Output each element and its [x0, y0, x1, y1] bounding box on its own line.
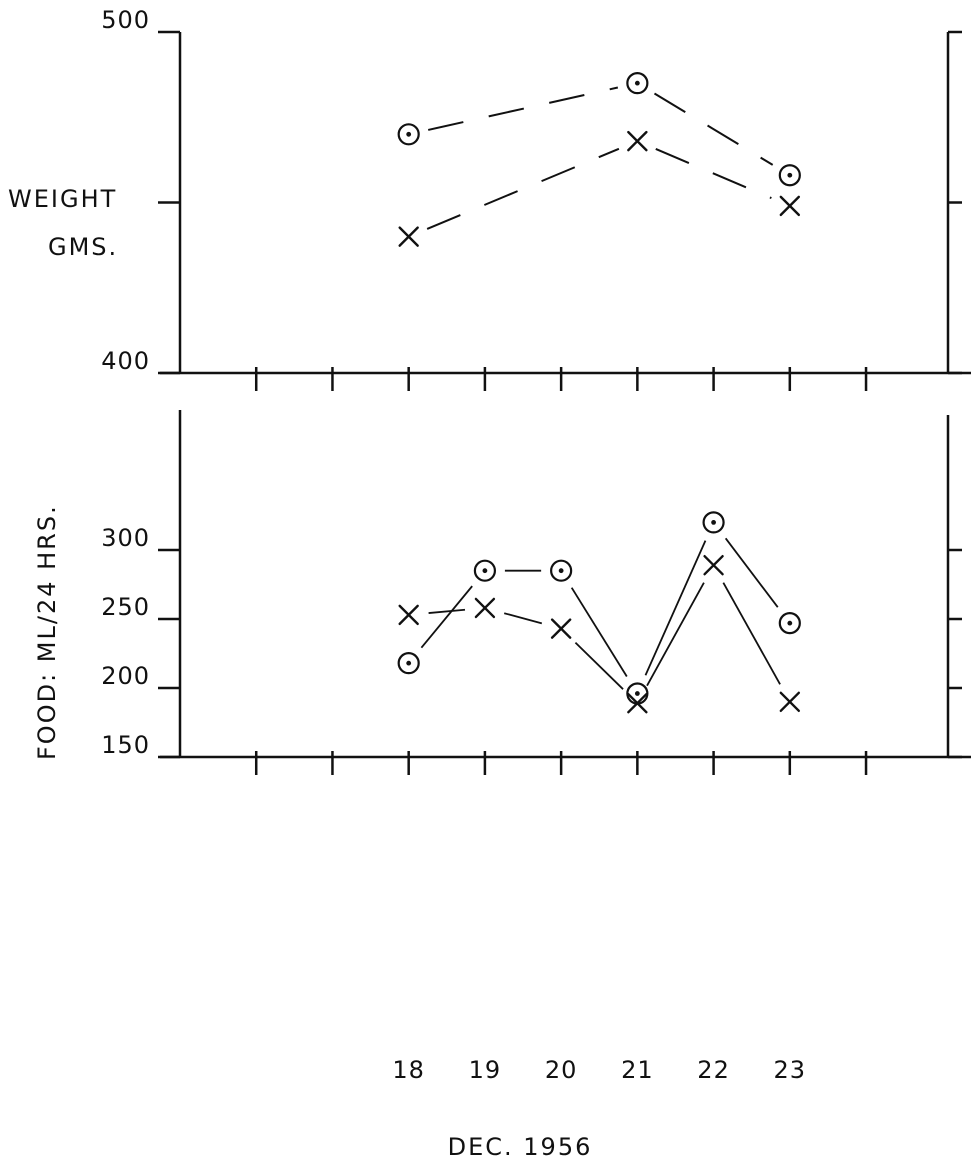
food-xlabel: DEC. 1956	[448, 1133, 593, 1161]
food-ylabel: FOOD: ML/24 HRS.	[33, 504, 61, 760]
weight-y-tick-labels: 500 400	[101, 6, 150, 375]
food-lines	[420, 537, 781, 690]
food-circle-marker	[550, 559, 573, 582]
weight-x-marker	[779, 195, 801, 217]
weight-panel: 500 400 WEIGHT GMS.	[8, 6, 971, 391]
food-series-circle-segment	[644, 540, 707, 676]
food-x-marker	[474, 597, 496, 619]
weight-series-x-segment	[655, 148, 772, 200]
weight-ylabel-line1: WEIGHT	[8, 185, 117, 213]
food-circle-marker	[702, 511, 725, 534]
food-markers	[397, 511, 801, 714]
food-series-circle-segment	[570, 587, 628, 678]
food-series-x-segment	[722, 582, 781, 685]
weight-circle-marker	[778, 164, 801, 187]
weight-circle-marker	[397, 123, 420, 146]
food-x-tick-label: 23	[774, 1056, 807, 1084]
weight-ylabel-line2: GMS.	[48, 233, 118, 261]
food-x-tick-label: 20	[545, 1056, 578, 1084]
food-x-tick-labels: 18 19 20 21 22 23	[392, 1056, 807, 1084]
weight-ticks	[158, 30, 962, 391]
food-y-tick-label: 300	[101, 524, 150, 552]
food-circle-marker	[473, 559, 497, 582]
weight-markers	[397, 72, 801, 247]
food-x-marker	[550, 618, 572, 639]
weight-series-x-segment	[426, 147, 620, 230]
weight-series-circle-segment	[427, 86, 619, 131]
food-circle-marker	[626, 682, 649, 705]
food-x-tick-label: 22	[697, 1056, 730, 1084]
food-y-tick-labels: 300 250 200 150	[101, 524, 150, 759]
food-x-marker	[703, 554, 724, 576]
food-x-tick-label: 18	[392, 1056, 425, 1084]
food-circle-marker	[397, 652, 420, 675]
food-series-x-segment	[503, 612, 543, 625]
food-series-circle-segment	[724, 537, 779, 608]
food-x-marker	[779, 691, 801, 712]
food-series-x-segment	[574, 641, 624, 690]
food-x-marker	[627, 692, 648, 714]
food-circle-marker	[778, 612, 801, 635]
weight-x-marker	[627, 130, 648, 152]
food-x-tick-label: 19	[469, 1056, 502, 1084]
weight-x-marker	[398, 226, 419, 247]
weight-series-circle-segment	[653, 92, 774, 166]
food-panel: 300 250 200 150 18 19 20 21 22 23 FOOD: ML/24 HR…	[33, 410, 971, 1161]
weight-lines	[426, 86, 774, 230]
food-x-marker	[398, 604, 419, 626]
weight-y-tick-label: 400	[101, 347, 150, 375]
food-series-x-segment	[646, 582, 705, 687]
food-y-tick-label: 200	[101, 662, 150, 690]
food-x-tick-label: 21	[621, 1056, 654, 1084]
food-y-tick-label: 250	[101, 593, 150, 621]
weight-circle-marker	[626, 72, 649, 95]
weight-y-tick-label: 500	[101, 6, 150, 34]
food-y-tick-label: 150	[101, 731, 150, 759]
food-series-x-segment	[428, 608, 466, 614]
food-series-circle-segment	[420, 585, 473, 649]
food-ticks	[158, 548, 962, 775]
